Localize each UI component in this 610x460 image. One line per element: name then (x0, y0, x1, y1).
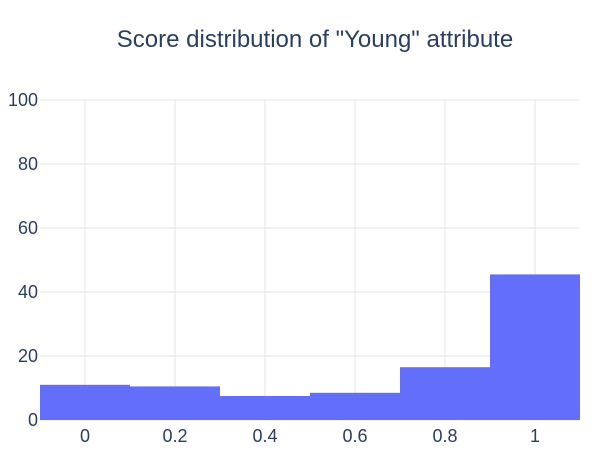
x-tick-label: 0.6 (342, 426, 367, 446)
bar-layer (40, 274, 580, 420)
histogram-bar[interactable] (40, 384, 130, 420)
tick-layer: 0 0.2 0.4 0.6 0.8 1 0 20 40 60 80 100 (8, 90, 540, 446)
histogram-bar[interactable] (220, 396, 310, 420)
y-tick-label: 60 (18, 218, 38, 238)
histogram-bar[interactable] (130, 386, 220, 420)
y-tick-label: 80 (18, 154, 38, 174)
histogram-bar[interactable] (310, 392, 400, 420)
x-tick-label: 1 (530, 426, 540, 446)
histogram-bar[interactable] (490, 274, 580, 420)
x-tick-label: 0.4 (252, 426, 277, 446)
y-tick-label: 0 (28, 410, 38, 430)
histogram-bar[interactable] (400, 367, 490, 420)
y-tick-label: 40 (18, 282, 38, 302)
y-tick-label: 100 (8, 90, 38, 110)
x-tick-label: 0.2 (162, 426, 187, 446)
x-tick-label: 0 (80, 426, 90, 446)
x-tick-label: 0.8 (432, 426, 457, 446)
chart-title: Score distribution of "Young" attribute (116, 26, 514, 53)
y-tick-label: 20 (18, 346, 38, 366)
